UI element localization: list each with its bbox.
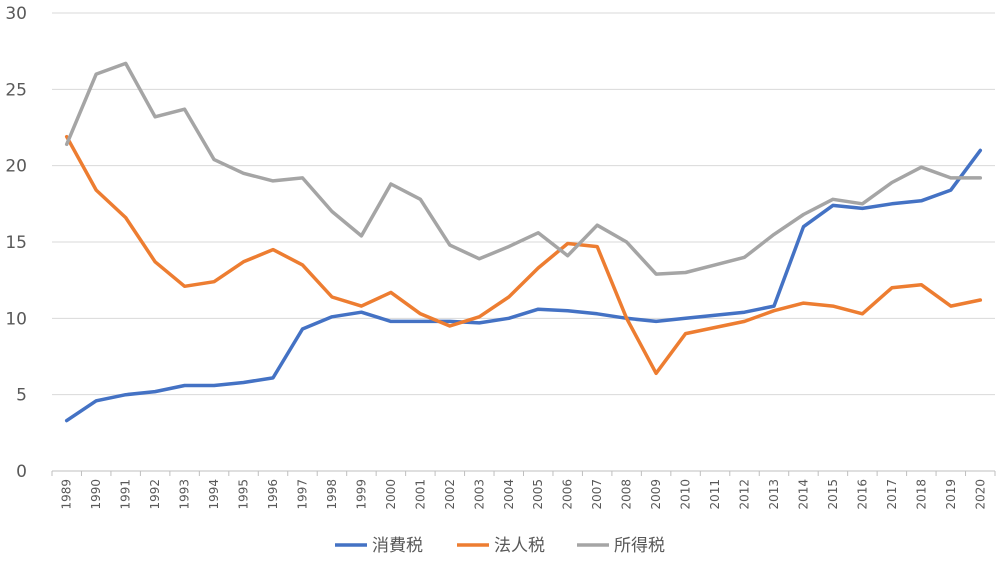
x-tick-label: 2000 <box>384 479 398 510</box>
x-tick-label: 1993 <box>178 479 192 510</box>
x-tick-label: 1989 <box>60 479 74 510</box>
x-tick-label: 2001 <box>413 479 427 510</box>
x-tick-label: 1998 <box>325 479 339 510</box>
x-tick-label: 2009 <box>649 479 663 510</box>
legend: 消費税 法人税 所得税 <box>335 536 665 556</box>
x-tick-label: 2010 <box>679 479 693 510</box>
x-tick-label: 2018 <box>914 479 928 510</box>
y-tick-label: 30 <box>5 4 27 24</box>
x-tick-label: 1991 <box>119 479 133 510</box>
y-tick-label: 10 <box>5 309 27 329</box>
x-tick-label: 2004 <box>502 479 516 510</box>
x-tick-label: 2006 <box>561 479 575 510</box>
series-line-2 <box>64 134 983 376</box>
x-tick-label: 2014 <box>796 479 810 510</box>
y-tick-label: 25 <box>5 80 27 100</box>
legend-label-1: 消費税 <box>372 536 423 556</box>
legend-label-2: 法人税 <box>494 536 545 556</box>
x-tick-label: 2020 <box>973 479 987 510</box>
x-tick-label: 2002 <box>443 479 457 510</box>
x-tick-label: 2017 <box>885 479 899 510</box>
x-tick-label: 2003 <box>472 479 486 510</box>
y-axis-ticks: 0 5 10 15 20 25 30 <box>5 4 27 482</box>
x-tick-label: 1992 <box>148 479 162 510</box>
x-tick-label: 2012 <box>738 479 752 510</box>
x-tick-label: 2007 <box>590 479 604 510</box>
x-tick-label: 2013 <box>767 479 781 510</box>
x-axis-ticks: 1989 1990 1991 1992 1993 1994 1995 1996 1997 1998… <box>51 471 996 510</box>
x-tick-label: 1996 <box>266 479 280 510</box>
x-tick-label: 2005 <box>531 479 545 510</box>
x-tick-label: 1994 <box>207 479 221 510</box>
x-tick-label: 1997 <box>295 479 309 510</box>
x-tick-label: 1995 <box>237 479 251 510</box>
series-lines <box>64 61 983 423</box>
y-tick-label: 20 <box>5 157 27 177</box>
x-tick-label: 1990 <box>89 479 103 510</box>
y-tick-label: 5 <box>16 386 27 406</box>
y-tick-label: 15 <box>5 233 27 253</box>
legend-label-3: 所得税 <box>614 536 665 556</box>
series-line-3 <box>64 61 983 276</box>
x-tick-label: 2015 <box>826 479 840 510</box>
y-tick-label: 0 <box>16 462 27 482</box>
series-line-1 <box>64 148 983 423</box>
gridlines <box>52 12 995 472</box>
x-tick-label: 2016 <box>855 479 869 510</box>
x-tick-label: 2008 <box>620 479 634 510</box>
x-tick-label: 2019 <box>944 479 958 510</box>
x-tick-label: 2011 <box>708 479 722 510</box>
x-tick-label: 1999 <box>354 479 368 510</box>
